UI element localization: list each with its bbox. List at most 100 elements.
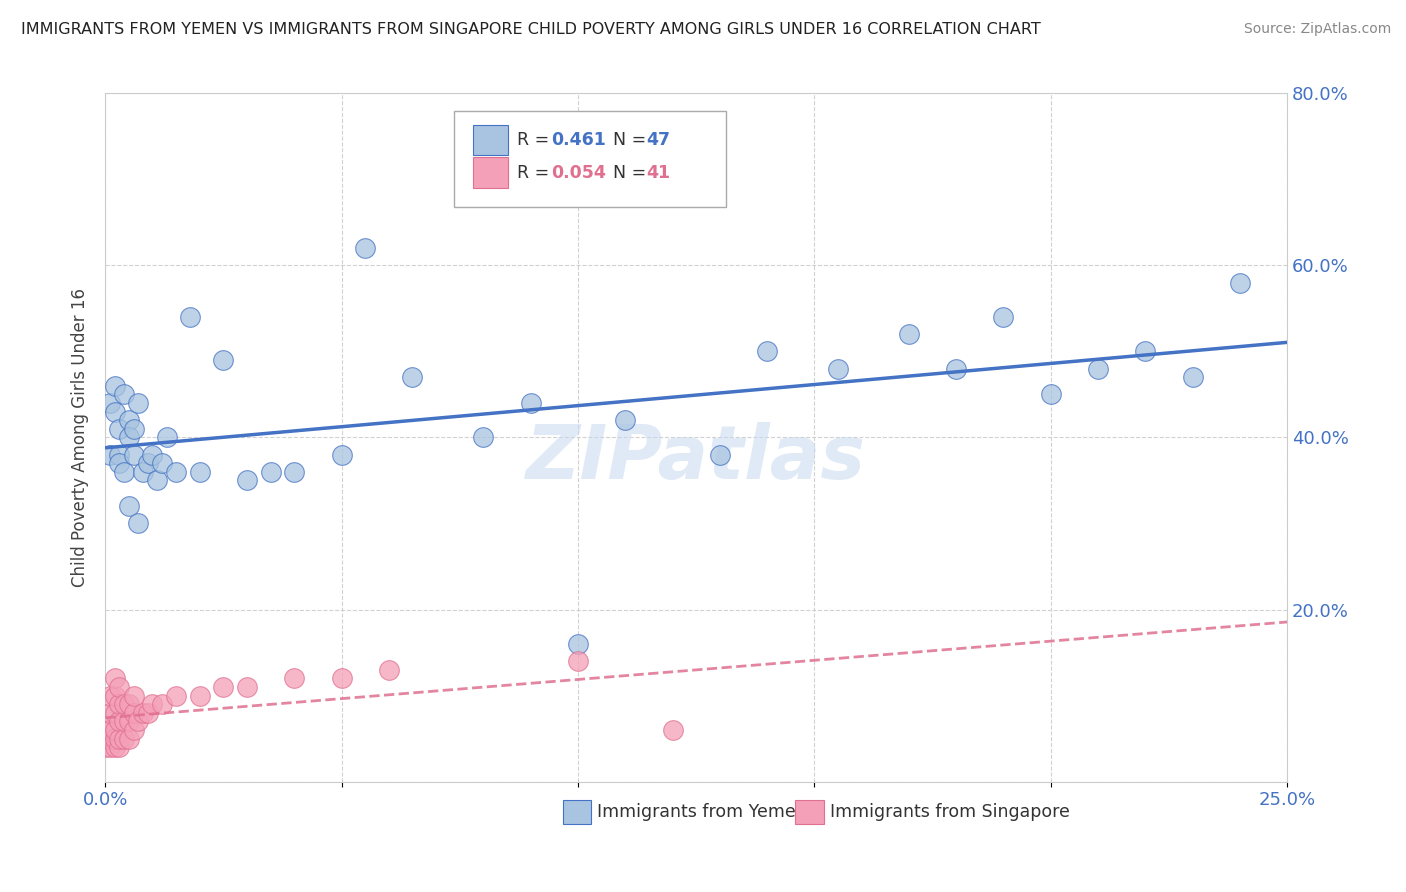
Point xyxy=(188,689,211,703)
Point xyxy=(94,723,117,737)
Point xyxy=(283,465,305,479)
Point xyxy=(141,697,163,711)
Point xyxy=(132,706,155,720)
Text: 0.054: 0.054 xyxy=(551,163,606,181)
Point xyxy=(104,671,127,685)
FancyBboxPatch shape xyxy=(454,111,725,207)
Point xyxy=(108,448,131,462)
Point xyxy=(104,689,127,703)
Point xyxy=(1229,276,1251,290)
Point xyxy=(1135,344,1157,359)
Point xyxy=(567,637,589,651)
Point xyxy=(165,689,187,703)
Text: 47: 47 xyxy=(647,131,671,149)
Point xyxy=(118,697,141,711)
Point xyxy=(122,723,145,737)
Point xyxy=(1039,387,1062,401)
Point xyxy=(472,430,495,444)
Point xyxy=(661,723,683,737)
Point xyxy=(118,413,141,427)
Point xyxy=(104,731,127,746)
Text: N =: N = xyxy=(613,131,652,149)
Point xyxy=(98,740,121,755)
Point xyxy=(112,731,135,746)
Point xyxy=(94,740,117,755)
Point xyxy=(104,405,127,419)
Point xyxy=(108,456,131,470)
Point xyxy=(156,430,179,444)
FancyBboxPatch shape xyxy=(472,157,508,187)
FancyBboxPatch shape xyxy=(562,800,591,823)
Point xyxy=(136,456,159,470)
Text: 41: 41 xyxy=(647,163,671,181)
Point xyxy=(112,387,135,401)
Point xyxy=(98,396,121,410)
Point xyxy=(104,706,127,720)
Point xyxy=(165,465,187,479)
Point xyxy=(118,714,141,729)
Point xyxy=(756,344,779,359)
Text: N =: N = xyxy=(613,163,652,181)
Point xyxy=(212,353,235,368)
Point xyxy=(98,706,121,720)
Point xyxy=(108,422,131,436)
Point xyxy=(118,430,141,444)
Point xyxy=(122,422,145,436)
Point xyxy=(146,474,169,488)
Text: Immigrants from Yemen: Immigrants from Yemen xyxy=(598,803,807,821)
Point xyxy=(141,448,163,462)
Point xyxy=(283,671,305,685)
Point xyxy=(897,327,920,342)
Point xyxy=(212,680,235,694)
Point xyxy=(709,448,731,462)
Point xyxy=(127,396,149,410)
Point xyxy=(519,396,541,410)
Text: R =: R = xyxy=(516,131,554,149)
Point xyxy=(122,448,145,462)
Point xyxy=(401,370,423,384)
Point xyxy=(108,714,131,729)
Point xyxy=(150,697,173,711)
Point xyxy=(993,310,1015,324)
Point xyxy=(260,465,283,479)
Point xyxy=(122,689,145,703)
Text: Immigrants from Singapore: Immigrants from Singapore xyxy=(830,803,1070,821)
Point xyxy=(236,474,259,488)
Text: 0.461: 0.461 xyxy=(551,131,606,149)
Point xyxy=(827,361,849,376)
Point xyxy=(108,731,131,746)
Point xyxy=(136,706,159,720)
Point xyxy=(122,706,145,720)
Point xyxy=(98,723,121,737)
FancyBboxPatch shape xyxy=(796,800,824,823)
Point xyxy=(98,731,121,746)
Point xyxy=(118,500,141,514)
FancyBboxPatch shape xyxy=(472,125,508,155)
Text: IMMIGRANTS FROM YEMEN VS IMMIGRANTS FROM SINGAPORE CHILD POVERTY AMONG GIRLS UND: IMMIGRANTS FROM YEMEN VS IMMIGRANTS FROM… xyxy=(21,22,1040,37)
Point xyxy=(330,448,353,462)
Point xyxy=(108,740,131,755)
Point xyxy=(108,697,131,711)
Point xyxy=(236,680,259,694)
Point xyxy=(330,671,353,685)
Point xyxy=(112,465,135,479)
Point xyxy=(98,448,121,462)
Point xyxy=(112,714,135,729)
Point xyxy=(179,310,201,324)
Y-axis label: Child Poverty Among Girls Under 16: Child Poverty Among Girls Under 16 xyxy=(72,288,89,587)
Point xyxy=(354,241,377,255)
Point xyxy=(132,465,155,479)
Point xyxy=(567,654,589,668)
Text: Source: ZipAtlas.com: Source: ZipAtlas.com xyxy=(1244,22,1392,37)
Point xyxy=(112,697,135,711)
Point xyxy=(614,413,637,427)
Point xyxy=(104,379,127,393)
Point xyxy=(1087,361,1109,376)
Point xyxy=(188,465,211,479)
Point xyxy=(945,361,967,376)
Point xyxy=(118,731,141,746)
Point xyxy=(104,740,127,755)
Point xyxy=(104,723,127,737)
Point xyxy=(378,663,401,677)
Point xyxy=(108,680,131,694)
